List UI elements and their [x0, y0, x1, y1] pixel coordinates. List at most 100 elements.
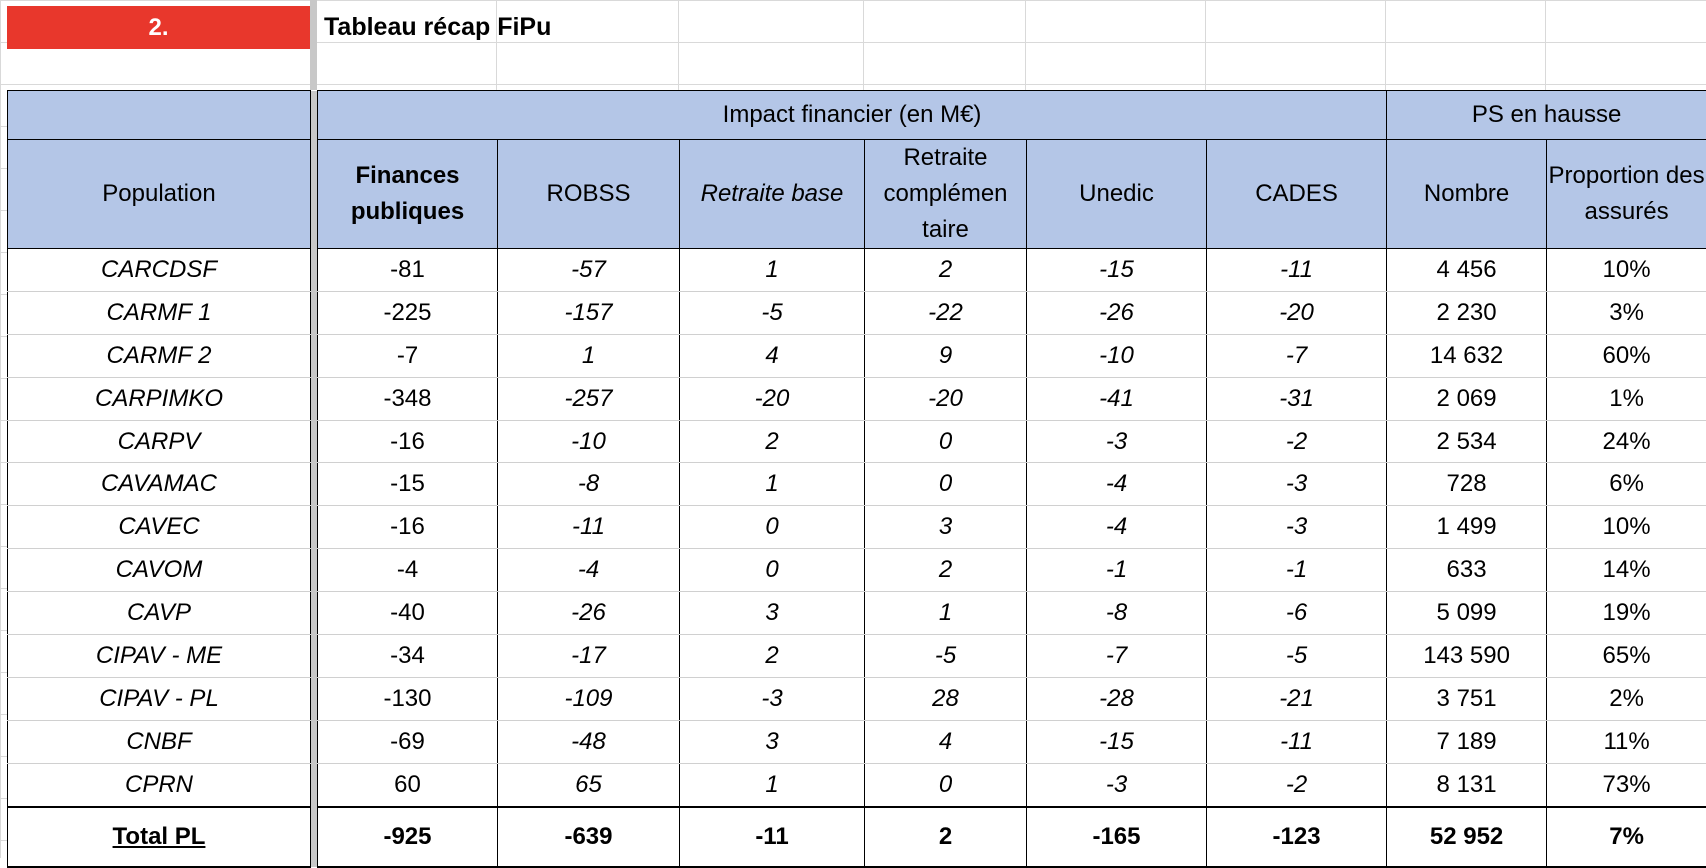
cell-unedic[interactable]: -4	[1027, 463, 1207, 506]
cell-cades[interactable]: -3	[1207, 463, 1387, 506]
cell-retraite-complementaire[interactable]: 2	[865, 549, 1027, 592]
cell-robss[interactable]: -8	[498, 463, 680, 506]
cell-retraite-base[interactable]: 1	[680, 463, 865, 506]
cell-robss[interactable]: 1	[498, 334, 680, 377]
cell-robss[interactable]: -57	[498, 249, 680, 292]
cell-finances-publiques[interactable]: -225	[318, 291, 498, 334]
cell-cades[interactable]: -11	[1207, 720, 1387, 763]
col-header-robss[interactable]: ROBSS	[498, 140, 680, 249]
cell-retraite-base[interactable]: -20	[680, 377, 865, 420]
cell-retraite-complementaire[interactable]: 4	[865, 720, 1027, 763]
cell-unedic[interactable]: -8	[1027, 592, 1207, 635]
cell-finances-publiques[interactable]: -40	[318, 592, 498, 635]
cell-cades[interactable]: -31	[1207, 377, 1387, 420]
cell-finances-publiques[interactable]: -69	[318, 720, 498, 763]
group-header-impact[interactable]: Impact financier (en M€)	[318, 91, 1387, 140]
cell-population[interactable]: CARCDSF	[8, 249, 311, 292]
cell-finances-publiques[interactable]: -348	[318, 377, 498, 420]
cell-population[interactable]: CARPV	[8, 420, 311, 463]
cell-population[interactable]: CPRN	[8, 763, 311, 806]
cell-cades[interactable]: -2	[1207, 763, 1387, 806]
cell-nombre[interactable]: 143 590	[1387, 635, 1547, 678]
cell-population[interactable]: CARMF 1	[8, 291, 311, 334]
cell-cades[interactable]: -11	[1207, 249, 1387, 292]
cell-nombre[interactable]: 7 189	[1387, 720, 1547, 763]
cell-retraite-base[interactable]: -5	[680, 291, 865, 334]
cell-population[interactable]: CAVOM	[8, 549, 311, 592]
cell-retraite-base[interactable]: 1	[680, 763, 865, 806]
cell-unedic[interactable]: -7	[1027, 635, 1207, 678]
cell-finances-publiques[interactable]: -81	[318, 249, 498, 292]
col-header-proportion[interactable]: Proportion des assurés	[1547, 140, 1706, 249]
cell-nombre[interactable]: 14 632	[1387, 334, 1547, 377]
cell-retraite-base[interactable]: 2	[680, 420, 865, 463]
cell-nombre[interactable]: 2 534	[1387, 420, 1547, 463]
cell-nombre[interactable]: 4 456	[1387, 249, 1547, 292]
cell-proportion[interactable]: 10%	[1547, 506, 1706, 549]
cell-robss[interactable]: -257	[498, 377, 680, 420]
cell-unedic[interactable]: -4	[1027, 506, 1207, 549]
cell-nombre[interactable]: 2 069	[1387, 377, 1547, 420]
cell-finances-publiques[interactable]: -16	[318, 506, 498, 549]
cell-proportion[interactable]: 73%	[1547, 763, 1706, 806]
cell-population[interactable]: CAVP	[8, 592, 311, 635]
cell-retraite-base[interactable]: 4	[680, 334, 865, 377]
cell-population[interactable]: CARPIMKO	[8, 377, 311, 420]
cell-retraite-complementaire[interactable]: 3	[865, 506, 1027, 549]
cell-cades[interactable]: -2	[1207, 420, 1387, 463]
cell-unedic[interactable]: -1	[1027, 549, 1207, 592]
cell-nombre[interactable]: 2 230	[1387, 291, 1547, 334]
cell-unedic[interactable]: -26	[1027, 291, 1207, 334]
cell-unedic[interactable]: -3	[1027, 763, 1207, 806]
section-number-cell[interactable]: 2.	[7, 6, 310, 49]
col-header-retraite-complementaire[interactable]: Retraite complémen taire	[865, 140, 1027, 249]
cell-retraite-base[interactable]: 1	[680, 249, 865, 292]
cell-retraite-base[interactable]: 2	[680, 635, 865, 678]
cell-proportion[interactable]: 3%	[1547, 291, 1706, 334]
cell-population[interactable]: CAVEC	[8, 506, 311, 549]
cell-cades[interactable]: -6	[1207, 592, 1387, 635]
cell-finances-publiques[interactable]: -34	[318, 635, 498, 678]
col-header-cades[interactable]: CADES	[1207, 140, 1387, 249]
cell-proportion[interactable]: 1%	[1547, 377, 1706, 420]
cell-unedic[interactable]: -28	[1027, 677, 1207, 720]
cell-finances-publiques[interactable]: 60	[318, 763, 498, 806]
cell-population[interactable]: CIPAV - PL	[8, 677, 311, 720]
cell-robss[interactable]: -4	[498, 549, 680, 592]
cell-proportion[interactable]: 65%	[1547, 635, 1706, 678]
cell-unedic[interactable]: -41	[1027, 377, 1207, 420]
cell-retraite-complementaire[interactable]: 0	[865, 763, 1027, 806]
cell-nombre[interactable]: 633	[1387, 549, 1547, 592]
cell-cades[interactable]: -5	[1207, 635, 1387, 678]
cell-population[interactable]: CARMF 2	[8, 334, 311, 377]
cell-nombre[interactable]: 3 751	[1387, 677, 1547, 720]
cell-proportion[interactable]: 6%	[1547, 463, 1706, 506]
cell-unedic[interactable]: -15	[1027, 249, 1207, 292]
cell-cades[interactable]: -3	[1207, 506, 1387, 549]
cell-nombre[interactable]: 728	[1387, 463, 1547, 506]
cell-robss[interactable]: -109	[498, 677, 680, 720]
cell-retraite-complementaire[interactable]: 28	[865, 677, 1027, 720]
cell-retraite-complementaire[interactable]: 1	[865, 592, 1027, 635]
col-header-nombre[interactable]: Nombre	[1387, 140, 1547, 249]
cell-retraite-complementaire[interactable]: 2	[865, 249, 1027, 292]
cell-robss[interactable]: -17	[498, 635, 680, 678]
cell-retraite-base[interactable]: 0	[680, 549, 865, 592]
cell-robss[interactable]: -157	[498, 291, 680, 334]
cell-proportion[interactable]: 10%	[1547, 249, 1706, 292]
cell-finances-publiques[interactable]: -130	[318, 677, 498, 720]
col-header-finances-publiques[interactable]: Finances publiques	[318, 140, 498, 249]
cell-finances-publiques[interactable]: -16	[318, 420, 498, 463]
cell-cades[interactable]: -21	[1207, 677, 1387, 720]
cell-robss[interactable]: -11	[498, 506, 680, 549]
sheet-title-cell[interactable]: Tableau récap FiPu	[324, 6, 551, 49]
cell-proportion[interactable]: 2%	[1547, 677, 1706, 720]
cell-retraite-base[interactable]: 3	[680, 720, 865, 763]
cell-population[interactable]: CNBF	[8, 720, 311, 763]
cell-retraite-complementaire[interactable]: 0	[865, 420, 1027, 463]
cell-retraite-complementaire[interactable]: -5	[865, 635, 1027, 678]
col-header-retraite-base[interactable]: Retraite base	[680, 140, 865, 249]
group-header-ps[interactable]: PS en hausse	[1387, 91, 1706, 140]
cell-robss[interactable]: -26	[498, 592, 680, 635]
cell-proportion[interactable]: 11%	[1547, 720, 1706, 763]
